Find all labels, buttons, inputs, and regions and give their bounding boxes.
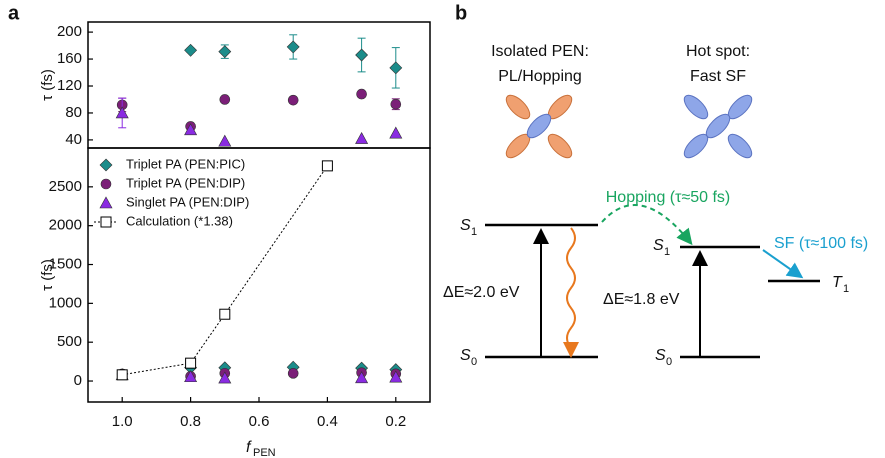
sf-arrow [762, 249, 804, 279]
marker-triangle [218, 134, 232, 147]
marker-square [100, 216, 112, 228]
y-tick-label: 2500 [49, 178, 82, 195]
marker-circle [287, 94, 299, 106]
y-tick-label: 0 [74, 372, 82, 389]
x-tick-label: 0.4 [317, 413, 338, 430]
marker-triangle [355, 371, 369, 384]
x-tick-label: 0.6 [249, 413, 270, 430]
legend-label: Triplet PA (PEN:DIP) [126, 175, 245, 190]
hopping-arrow [601, 204, 693, 246]
marker-square [116, 369, 128, 381]
marker-square [185, 357, 197, 369]
marker-square [219, 308, 231, 320]
marker-diamond [99, 158, 113, 172]
diagram: b Isolated PEN: PL/Hopping Hot spot: Fas… [443, 2, 868, 368]
gap-label: ΔE≈2.0 eV [443, 284, 520, 301]
y-tick-label: 120 [57, 77, 82, 94]
heading: Fast SF [690, 68, 746, 85]
level-sub: 0 [471, 356, 477, 368]
level-sub: 1 [664, 246, 670, 258]
heading: Isolated PEN: [491, 43, 589, 60]
level-label: T [832, 274, 843, 291]
legend-label: Singlet PA (PEN:DIP) [126, 194, 249, 209]
level-label: S [460, 217, 471, 234]
marker-triangle [115, 106, 129, 119]
marker-triangle [355, 131, 369, 144]
marker-square [321, 160, 333, 172]
x-tick-label: 1.0 [112, 413, 133, 430]
hopping-label: Hopping (τ≈50 fs) [606, 189, 731, 206]
marker-circle [390, 98, 402, 110]
wavy-arrow [563, 227, 579, 358]
marker-triangle [389, 370, 403, 383]
plot-frame [87, 21, 431, 149]
heading: Hot spot: [686, 43, 750, 60]
y-tick-label: 80 [65, 104, 82, 121]
level-label: S [653, 237, 664, 254]
marker-triangle [184, 370, 198, 383]
legend-label: Triplet PA (PEN:PIC) [126, 156, 245, 171]
x-tick-label: 0.2 [385, 413, 406, 430]
molecules-orange [505, 94, 573, 159]
sf-label: SF (τ≈100 fs) [774, 235, 868, 252]
y-tick-label: 1500 [49, 255, 82, 272]
marker-triangle [218, 371, 232, 384]
gap-label: ΔE≈1.8 eV [603, 291, 680, 308]
level-sub: 1 [471, 226, 477, 238]
y-tick-label: 40 [65, 131, 82, 148]
level-sub: 0 [666, 356, 672, 368]
level-sub: 1 [843, 283, 849, 295]
marker-diamond [218, 45, 232, 59]
marker-diamond [286, 40, 300, 54]
marker-triangle [184, 123, 198, 136]
marker-circle [219, 94, 231, 105]
marker-triangle [99, 196, 113, 209]
x-axis-label-sub: PEN [253, 447, 276, 458]
y-tick-label: 200 [57, 23, 82, 40]
x-tick-label: 0.8 [180, 413, 201, 430]
marker-triangle [389, 126, 403, 139]
marker-circle [356, 88, 367, 100]
y-axis-label: τ (fs) [39, 259, 56, 291]
panel-label: a [8, 2, 20, 24]
x-axis-label: f [246, 439, 252, 456]
marker-diamond [355, 48, 369, 62]
y-tick-label: 500 [57, 333, 82, 350]
marker-circle [287, 368, 299, 379]
y-tick-label: 160 [57, 50, 82, 67]
legend-label: Calculation (*1.38) [126, 213, 233, 228]
heading: PL/Hopping [498, 68, 582, 85]
y-tick-label: 2000 [49, 217, 82, 234]
panel-label: b [455, 2, 467, 24]
y-tick-label: 1000 [49, 294, 82, 311]
y-axis-label: τ (fs) [39, 69, 56, 101]
level-label: S [655, 347, 666, 364]
marker-diamond [184, 43, 198, 57]
marker-diamond [389, 61, 403, 75]
level-label: S [460, 347, 471, 364]
marker-circle [100, 178, 112, 190]
molecules-blue [683, 94, 753, 159]
